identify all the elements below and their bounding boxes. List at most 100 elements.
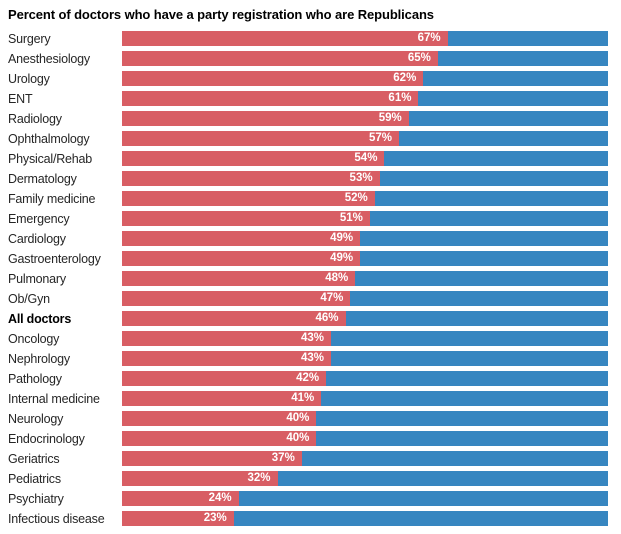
republican-bar-segment: 23%: [122, 511, 234, 526]
democrat-bar-segment: [345, 311, 608, 326]
chart-row: Family medicine 52%: [8, 191, 608, 206]
chart-row: Emergency 51%: [8, 211, 608, 226]
category-label: Psychiatry: [8, 491, 64, 506]
democrat-bar-segment: [350, 291, 608, 306]
chart-row: Dermatology 53%: [8, 171, 608, 186]
democrat-bar-segment: [384, 151, 608, 166]
republican-bar-segment: 51%: [122, 211, 370, 226]
category-label: Oncology: [8, 331, 60, 346]
chart-row: ENT 61%: [8, 91, 608, 106]
value-label: 41%: [291, 392, 315, 404]
bar-track: 57%: [122, 131, 608, 146]
chart-row: Gastroenterology 49%: [8, 251, 608, 266]
value-label: 51%: [339, 212, 363, 224]
democrat-bar-segment: [399, 131, 608, 146]
democrat-bar-segment: [316, 411, 608, 426]
democrat-bar-segment: [379, 171, 608, 186]
category-label: Family medicine: [8, 191, 96, 206]
chart-row: Anesthesiology 65%: [8, 51, 608, 66]
chart-row: Internal medicine 41%: [8, 391, 608, 406]
chart-row: Oncology 43%: [8, 331, 608, 346]
republican-bar-segment: 61%: [122, 91, 419, 106]
value-label: 53%: [349, 172, 373, 184]
republican-bar-segment: 62%: [122, 71, 424, 86]
category-label: Pulmonary: [8, 271, 66, 286]
bar-track: 49%: [122, 251, 608, 266]
democrat-bar-segment: [423, 71, 608, 86]
category-label: Gastroenterology: [8, 251, 101, 266]
bar-track: 43%: [122, 331, 608, 346]
bar-track: 40%: [122, 411, 608, 426]
democrat-bar-segment: [355, 271, 608, 286]
republican-bar-segment: 47%: [122, 291, 351, 306]
value-label: 48%: [325, 272, 349, 284]
value-label: 46%: [315, 312, 339, 324]
bar-track: 53%: [122, 171, 608, 186]
chart-row: Infectious disease 23%: [8, 511, 608, 526]
category-label: Emergency: [8, 211, 70, 226]
chart-row: Pathology 42%: [8, 371, 608, 386]
democrat-bar-segment: [301, 451, 608, 466]
democrat-bar-segment: [277, 471, 608, 486]
value-label: 54%: [354, 152, 378, 164]
democrat-bar-segment: [233, 511, 608, 526]
democrat-bar-segment: [330, 331, 608, 346]
bar-track: 32%: [122, 471, 608, 486]
republican-bar-segment: 40%: [122, 411, 317, 426]
value-label: 67%: [417, 32, 441, 44]
category-label: Radiology: [8, 111, 62, 126]
bar-rows: Surgery 67% Anesthesiology 65% Urology 6…: [8, 31, 608, 526]
bar-track: 46%: [122, 311, 608, 326]
value-label: 23%: [203, 512, 227, 524]
republican-bar-segment: 37%: [122, 451, 302, 466]
value-label: 49%: [330, 232, 354, 244]
bar-track: 59%: [122, 111, 608, 126]
category-label: Infectious disease: [8, 511, 105, 526]
republican-bar-segment: 48%: [122, 271, 356, 286]
value-label: 24%: [208, 492, 232, 504]
category-label: Cardiology: [8, 231, 66, 246]
chart-row: Neurology 40%: [8, 411, 608, 426]
bar-track: 54%: [122, 151, 608, 166]
value-label: 40%: [286, 412, 310, 424]
republican-bar-segment: 49%: [122, 251, 361, 266]
category-label: Physical/Rehab: [8, 151, 93, 166]
republican-bar-segment: 59%: [122, 111, 409, 126]
bar-track: 47%: [122, 291, 608, 306]
republican-bar-segment: 46%: [122, 311, 346, 326]
value-label: 43%: [300, 352, 324, 364]
category-label: Pathology: [8, 371, 62, 386]
category-label: All doctors: [8, 311, 72, 326]
democrat-bar-segment: [374, 191, 608, 206]
bar-track: 41%: [122, 391, 608, 406]
category-label: Neurology: [8, 411, 64, 426]
category-label: Geriatrics: [8, 451, 60, 466]
democrat-bar-segment: [360, 231, 608, 246]
democrat-bar-segment: [321, 391, 608, 406]
chart-title: Percent of doctors who have a party regi…: [8, 7, 434, 22]
value-label: 62%: [393, 72, 417, 84]
value-label: 61%: [388, 92, 412, 104]
chart-row: Nephrology 43%: [8, 351, 608, 366]
category-label: Nephrology: [8, 351, 70, 366]
democrat-bar-segment: [369, 211, 608, 226]
chart-row: Psychiatry 24%: [8, 491, 608, 506]
chart-row: Geriatrics 37%: [8, 451, 608, 466]
republican-bar-segment: 43%: [122, 331, 331, 346]
republican-bar-segment: 24%: [122, 491, 239, 506]
chart-row: Cardiology 49%: [8, 231, 608, 246]
chart-row: Pediatrics 32%: [8, 471, 608, 486]
bar-track: 62%: [122, 71, 608, 86]
republican-bar-segment: 43%: [122, 351, 331, 366]
chart-row: Endocrinology 40%: [8, 431, 608, 446]
chart-row: Radiology 59%: [8, 111, 608, 126]
bar-track: 51%: [122, 211, 608, 226]
bar-track: 42%: [122, 371, 608, 386]
republican-bar-segment: 41%: [122, 391, 322, 406]
bar-track: 65%: [122, 51, 608, 66]
bar-track: 37%: [122, 451, 608, 466]
democrat-bar-segment: [360, 251, 608, 266]
democrat-bar-segment: [330, 351, 608, 366]
category-label: Ob/Gyn: [8, 291, 50, 306]
category-label: Pediatrics: [8, 471, 61, 486]
